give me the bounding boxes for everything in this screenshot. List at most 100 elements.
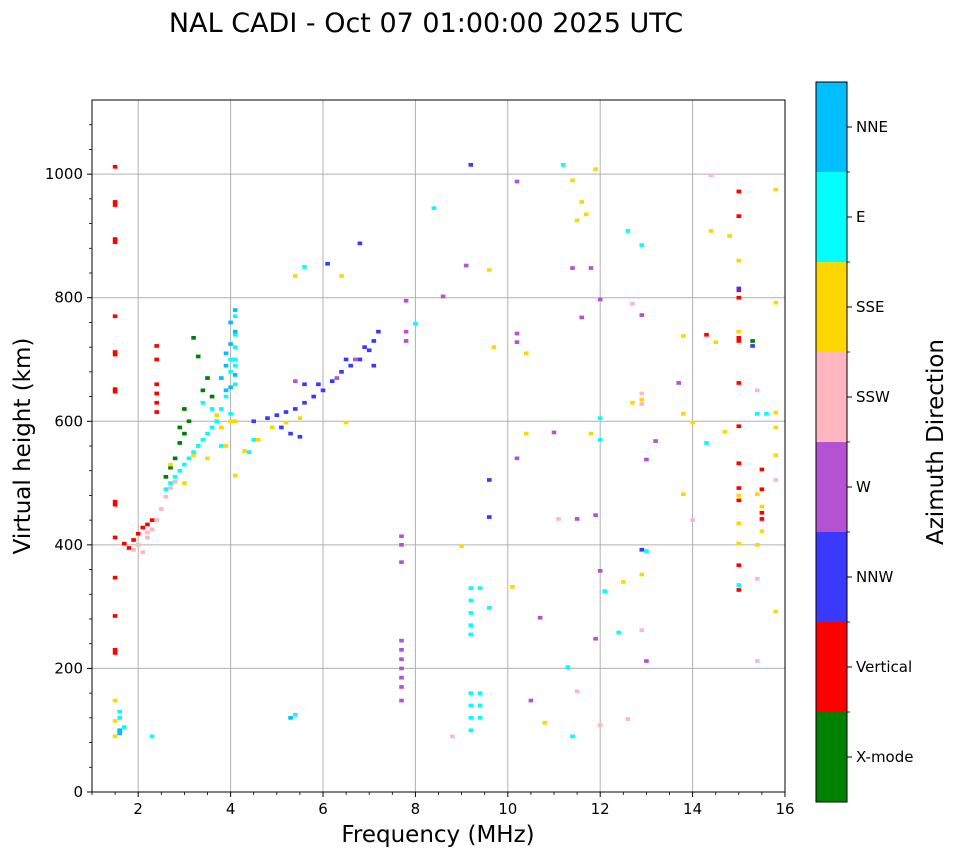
echo-point <box>639 313 645 317</box>
echo-point <box>773 453 779 458</box>
grid-lines <box>92 100 785 792</box>
echo-point <box>232 332 238 337</box>
echo-point <box>172 475 178 479</box>
echo-point <box>159 507 164 511</box>
echo-point <box>736 336 742 340</box>
colorbar-segment <box>816 442 847 532</box>
echo-point <box>288 716 293 720</box>
echo-point <box>214 419 219 424</box>
echo-point <box>232 345 238 349</box>
echo-point <box>200 438 206 442</box>
colorbar-tick-label: X-mode <box>856 748 913 766</box>
y-tick-label: 1000 <box>45 165 83 183</box>
echo-point <box>126 546 132 550</box>
echo-point <box>736 541 742 546</box>
echo-point <box>112 203 118 207</box>
x-tick-label: 2 <box>133 800 143 818</box>
echo-point <box>616 630 621 635</box>
echo-point <box>182 407 187 411</box>
echo-point <box>302 265 307 269</box>
echo-point <box>112 200 118 204</box>
echo-point <box>399 698 404 703</box>
echo-point <box>168 486 173 490</box>
echo-point <box>431 206 437 210</box>
y-axis: 0 200 400 600 800 1000 <box>45 124 92 801</box>
echo-point <box>293 274 298 278</box>
echo-point <box>773 478 779 482</box>
echo-point <box>154 357 159 362</box>
echo-point <box>764 412 769 416</box>
echo-point <box>593 513 598 517</box>
echo-point <box>131 538 136 542</box>
echo-point <box>468 163 474 167</box>
echo-point <box>265 416 270 420</box>
echo-point <box>399 657 404 661</box>
echo-point <box>140 525 146 530</box>
echo-point <box>357 357 363 362</box>
echo-point <box>399 543 404 547</box>
echo-point <box>736 214 742 218</box>
echo-point <box>588 431 594 436</box>
x-tick-label: 12 <box>591 800 610 818</box>
echo-point <box>681 412 686 416</box>
echo-point <box>468 586 474 590</box>
echo-point <box>759 467 765 472</box>
series-w <box>293 179 681 703</box>
echo-point <box>750 344 755 348</box>
echo-point <box>205 431 210 436</box>
echo-point <box>232 363 238 368</box>
echo-point <box>117 728 122 733</box>
echo-point <box>112 614 118 618</box>
echo-point <box>205 376 210 380</box>
echo-point <box>343 357 349 362</box>
echo-point <box>708 173 714 178</box>
echo-point <box>736 521 742 526</box>
echo-point <box>112 502 118 507</box>
echo-point <box>570 734 575 739</box>
echo-point <box>122 725 127 729</box>
series-nne <box>117 308 293 736</box>
echo-point <box>676 381 681 385</box>
echo-point <box>219 444 224 448</box>
echo-point <box>524 351 529 356</box>
echo-point <box>200 400 206 405</box>
colorbar-tick-label: E <box>856 208 865 226</box>
echo-point <box>168 462 173 467</box>
echo-point <box>232 308 238 312</box>
echo-point <box>256 438 261 442</box>
echo-point <box>205 456 210 461</box>
echo-point <box>755 492 760 496</box>
echo-point <box>182 431 187 436</box>
echo-point <box>195 354 201 359</box>
echo-point <box>186 419 192 424</box>
echo-point <box>376 329 381 334</box>
echo-point <box>122 541 127 546</box>
echo-point <box>597 297 603 302</box>
echo-point <box>357 241 363 246</box>
echo-point <box>584 212 589 217</box>
echo-point <box>579 200 584 204</box>
echo-point <box>112 499 118 504</box>
echo-point <box>334 376 340 380</box>
colorbar-segment <box>816 532 847 622</box>
echo-point <box>209 425 215 430</box>
x-tick-label: 10 <box>498 800 517 818</box>
echo-point <box>639 402 645 406</box>
echo-point <box>135 543 141 547</box>
echo-point <box>403 298 409 303</box>
echo-point <box>468 728 474 733</box>
echo-point <box>343 420 349 425</box>
echo-point <box>487 606 492 610</box>
echo-point <box>450 734 455 739</box>
colorbar-segment <box>816 82 847 172</box>
echo-point <box>736 563 742 568</box>
echo-point <box>182 462 187 467</box>
echo-point <box>186 456 192 461</box>
y-tick-label: 400 <box>54 536 83 554</box>
echo-point <box>755 412 760 416</box>
colorbar: X-mode Vertical NNW W SSW SSE E NNE <box>815 81 913 803</box>
echo-point <box>736 493 742 498</box>
echo-point <box>736 189 742 194</box>
echo-point <box>228 357 233 362</box>
echo-point <box>145 530 150 535</box>
